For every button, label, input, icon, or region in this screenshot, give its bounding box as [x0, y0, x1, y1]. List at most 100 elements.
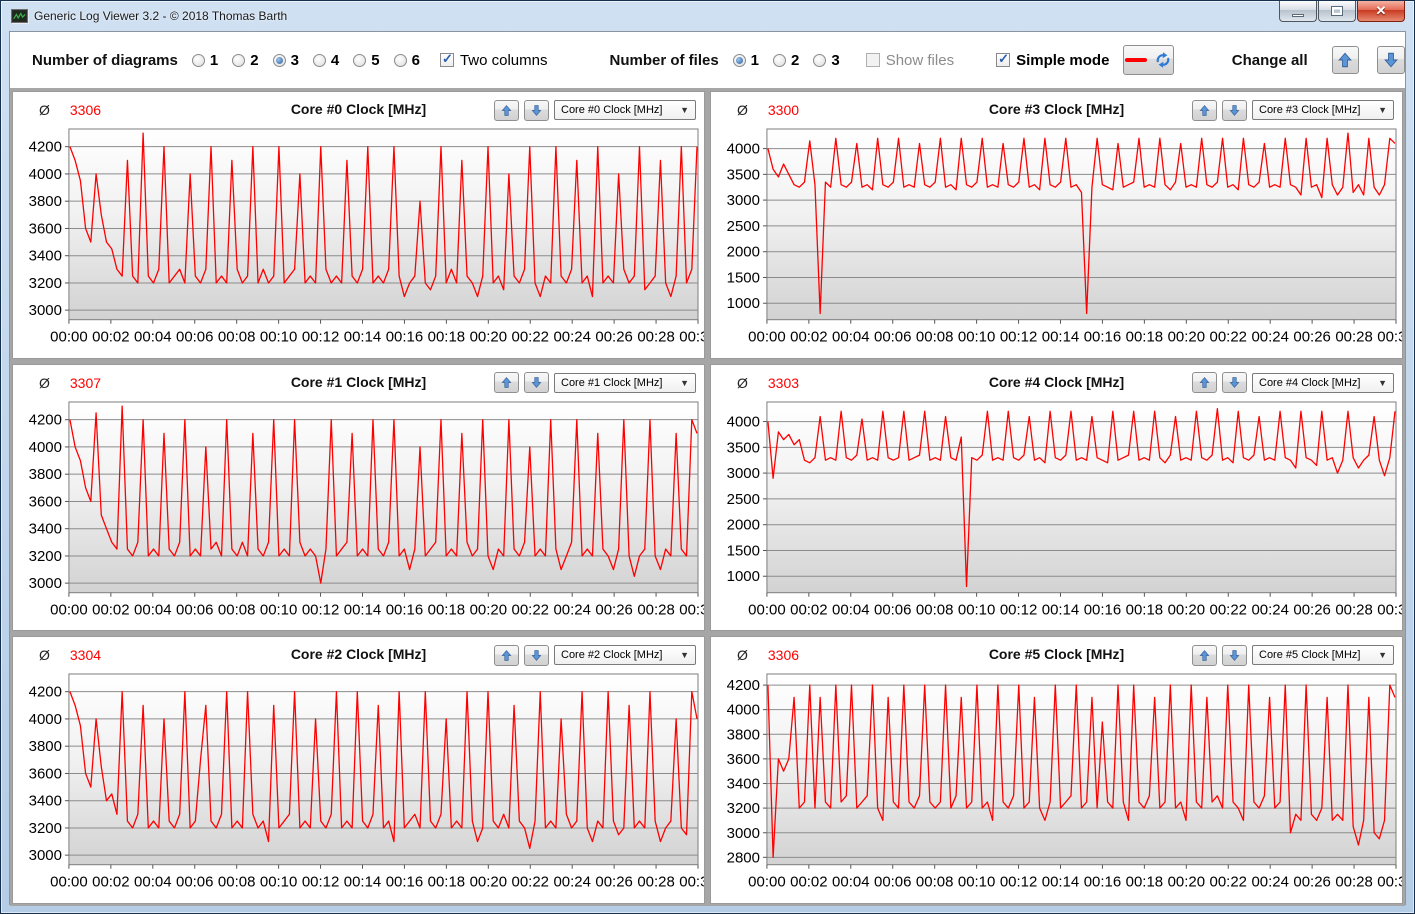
- signal-select[interactable]: Core #1 Clock [MHz] ▼: [554, 372, 696, 393]
- average-value: 3300: [767, 102, 800, 118]
- average-value: 3303: [767, 374, 800, 391]
- svg-text:00:04: 00:04: [832, 874, 869, 891]
- svg-text:2500: 2500: [727, 218, 760, 235]
- svg-text:00:08: 00:08: [916, 874, 953, 891]
- file-count-radio-2[interactable]: 2: [773, 52, 799, 69]
- panel-header: Ø 3300 Core #3 Clock [MHz] Core #3 Clock…: [711, 92, 1402, 124]
- maximize-button[interactable]: [1318, 1, 1356, 22]
- radio-icon: [272, 53, 286, 67]
- refresh-icon: [1156, 52, 1170, 68]
- client-area: Number of diagrams 1 2 3 4 5 6 Two colum…: [9, 31, 1406, 906]
- svg-text:00:22: 00:22: [512, 874, 549, 891]
- line-chart: 3000 3200 3400 3600 3800 4000 4200 00:00 00:02 00…: [29, 401, 704, 618]
- svg-text:00:06: 00:06: [176, 601, 213, 618]
- panel-up-button[interactable]: [1192, 99, 1217, 121]
- radio-icon: [393, 53, 407, 67]
- diagram-count-radio-5[interactable]: 5: [353, 52, 380, 69]
- panel-down-button[interactable]: [1222, 644, 1247, 666]
- svg-text:00:20: 00:20: [1168, 874, 1205, 891]
- svg-text:00:24: 00:24: [1251, 601, 1288, 618]
- svg-text:00:28: 00:28: [1335, 329, 1372, 346]
- svg-text:00:02: 00:02: [790, 601, 827, 618]
- svg-text:00:30: 00:30: [1377, 874, 1402, 891]
- panel-up-button[interactable]: [494, 99, 519, 121]
- svg-text:00:24: 00:24: [1251, 874, 1288, 891]
- arrow-down-icon: [1384, 52, 1399, 68]
- checkbox-icon: [439, 51, 454, 67]
- signal-select[interactable]: Core #4 Clock [MHz] ▼: [1252, 372, 1394, 393]
- charts-grid: Ø 3306 Core #0 Clock [MHz] Core #0 Clock…: [10, 88, 1405, 906]
- average-symbol: Ø: [737, 374, 748, 391]
- svg-text:00:26: 00:26: [1293, 874, 1330, 891]
- panel-up-button[interactable]: [494, 644, 519, 666]
- close-button[interactable]: ✕: [1357, 1, 1405, 22]
- svg-text:00:22: 00:22: [1210, 601, 1247, 618]
- average-value: 3307: [69, 374, 102, 391]
- simple-mode-checkbox[interactable]: Simple mode: [996, 51, 1110, 69]
- panel-title: Core #4 Clock [MHz]: [988, 373, 1125, 390]
- svg-text:00:18: 00:18: [428, 329, 465, 346]
- chevron-down-icon: ▼: [1378, 377, 1387, 388]
- radio-icon: [232, 53, 246, 67]
- svg-text:1000: 1000: [727, 295, 760, 312]
- diagram-count-radio-1[interactable]: 1: [191, 51, 219, 69]
- svg-text:00:00: 00:00: [50, 601, 87, 618]
- svg-text:00:24: 00:24: [553, 329, 590, 346]
- panel-header: Ø 3304 Core #2 Clock [MHz] Core #2 Clock…: [13, 637, 704, 669]
- svg-text:1500: 1500: [727, 269, 760, 286]
- show-files-checkbox[interactable]: Show files: [865, 52, 954, 69]
- svg-text:3400: 3400: [29, 248, 62, 265]
- panel-down-button[interactable]: [1222, 99, 1247, 121]
- panel-up-button[interactable]: [494, 372, 519, 394]
- signal-select-value: Core #2 Clock [MHz]: [561, 649, 663, 662]
- number-of-files-label: Number of files: [609, 51, 719, 69]
- panel-down-button[interactable]: [1222, 372, 1247, 394]
- arrow-up-icon: [501, 104, 512, 116]
- signal-select[interactable]: Core #3 Clock [MHz] ▼: [1252, 100, 1394, 120]
- file-count-radio-1[interactable]: 1: [732, 51, 760, 69]
- svg-text:3600: 3600: [29, 220, 62, 237]
- svg-text:4000: 4000: [29, 166, 62, 183]
- diagram-count-radio-6[interactable]: 6: [393, 51, 420, 69]
- arrow-up-icon: [1199, 377, 1210, 388]
- change-all-up-button[interactable]: [1331, 46, 1360, 74]
- line-chart: 3000 3200 3400 3600 3800 4000 4200 00:00 00:02 00…: [29, 673, 704, 891]
- radio-label: 6: [411, 51, 420, 69]
- svg-text:00:22: 00:22: [1210, 874, 1247, 891]
- chevron-down-icon: ▼: [680, 105, 689, 115]
- diagram-count-radio-4[interactable]: 4: [312, 52, 339, 69]
- svg-text:00:22: 00:22: [1210, 329, 1247, 346]
- two-columns-checkbox[interactable]: Two columns: [439, 51, 547, 69]
- minimize-button[interactable]: [1279, 1, 1317, 22]
- svg-text:00:12: 00:12: [302, 329, 339, 346]
- diagram-count-radio-3[interactable]: 3: [272, 51, 299, 69]
- svg-text:00:18: 00:18: [1126, 874, 1163, 891]
- svg-text:00:08: 00:08: [218, 329, 255, 346]
- svg-text:3000: 3000: [727, 192, 760, 209]
- radio-label: 1: [750, 51, 760, 69]
- svg-text:00:26: 00:26: [595, 601, 632, 618]
- svg-text:00:04: 00:04: [832, 329, 869, 346]
- svg-text:00:20: 00:20: [470, 601, 507, 618]
- panel-down-button[interactable]: [524, 372, 549, 394]
- simple-mode-label: Simple mode: [1016, 51, 1110, 69]
- diagram-count-radio-2[interactable]: 2: [232, 52, 259, 69]
- panel-up-button[interactable]: [1192, 372, 1217, 394]
- panel-down-button[interactable]: [524, 644, 549, 666]
- svg-text:00:10: 00:10: [260, 874, 297, 891]
- change-all-down-button[interactable]: [1377, 46, 1406, 74]
- radio-label: 3: [290, 51, 299, 69]
- svg-text:3200: 3200: [29, 820, 62, 837]
- radio-label: 1: [209, 51, 219, 69]
- file-count-radio-3[interactable]: 3: [813, 52, 840, 69]
- signal-select[interactable]: Core #5 Clock [MHz] ▼: [1252, 645, 1394, 666]
- line-style-button[interactable]: [1123, 45, 1174, 75]
- panel-down-button[interactable]: [524, 99, 549, 121]
- signal-select[interactable]: Core #0 Clock [MHz] ▼: [554, 100, 696, 120]
- svg-text:00:18: 00:18: [428, 601, 465, 618]
- svg-text:00:06: 00:06: [874, 329, 911, 346]
- svg-text:3500: 3500: [727, 166, 760, 183]
- panel-title: Core #3 Clock [MHz]: [988, 101, 1125, 117]
- signal-select[interactable]: Core #2 Clock [MHz] ▼: [554, 645, 696, 666]
- panel-up-button[interactable]: [1192, 644, 1217, 666]
